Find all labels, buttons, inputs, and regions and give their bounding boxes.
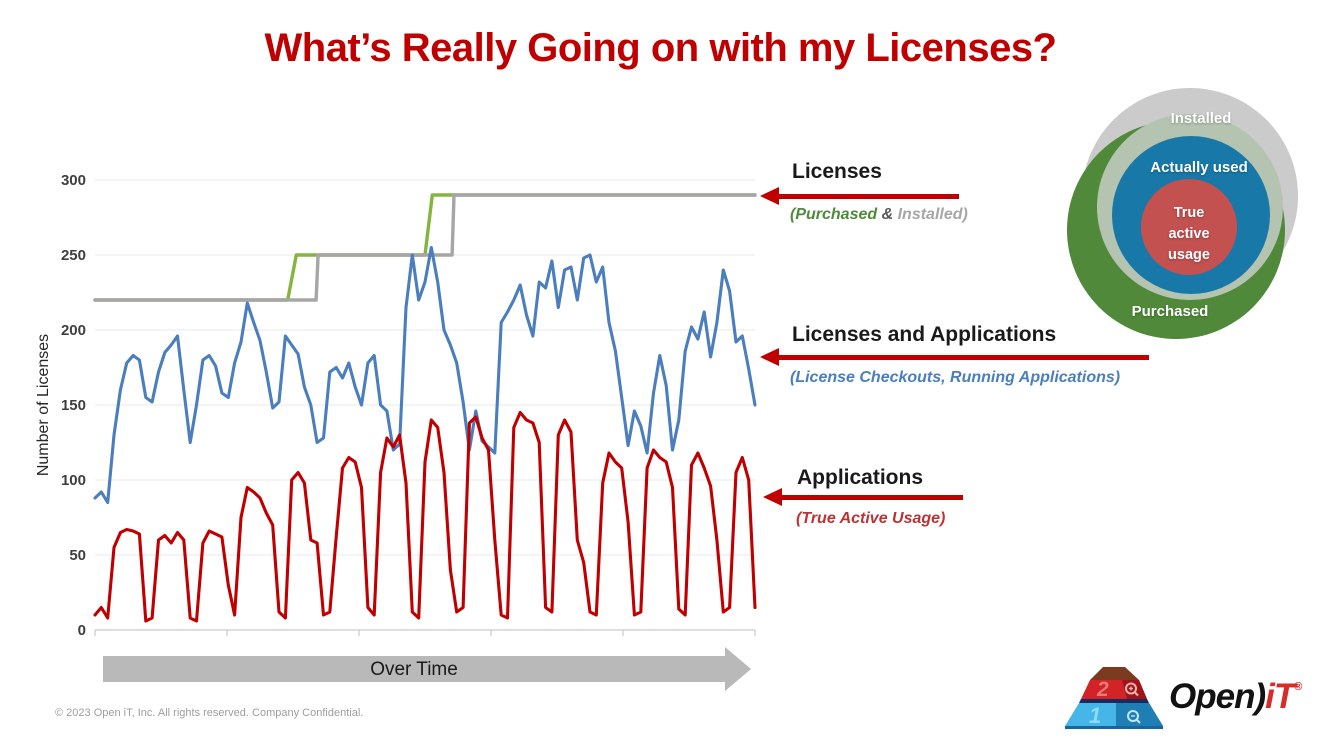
annotation-licenses-sub: (Purchased & Installed) bbox=[790, 206, 968, 224]
y-axis-tick-labels: 0 50 100 150 200 250 300 bbox=[61, 172, 86, 639]
svg-text:300: 300 bbox=[61, 172, 86, 189]
annotation-applications-title: Applications bbox=[797, 466, 924, 489]
x-axis-label: Over Time bbox=[370, 659, 458, 680]
svg-text:100: 100 bbox=[61, 472, 86, 489]
svg-text:250: 250 bbox=[61, 247, 86, 264]
svg-text:2: 2 bbox=[1096, 678, 1109, 701]
zoom-in-icon bbox=[1125, 682, 1139, 697]
chart-series-lines bbox=[93, 193, 757, 623]
sub-ampersand-text: & bbox=[877, 206, 898, 223]
registered-mark: ® bbox=[1294, 681, 1302, 693]
openit-logo: 2 1 Open)iT® bbox=[1063, 659, 1313, 733]
svg-text:0: 0 bbox=[78, 622, 86, 639]
page-title: What’s Really Going on with my Licenses? bbox=[264, 26, 1058, 70]
chart-canvas: 0 50 100 150 200 250 300 Number of Licenses bbox=[35, 172, 757, 639]
true-active-usage-label: True active usage bbox=[1168, 205, 1210, 264]
logo-open-text: Open) bbox=[1169, 677, 1266, 716]
left-arrow-icon bbox=[760, 187, 959, 205]
annotation-licenses-apps-sub: (License Checkouts, Running Applications… bbox=[790, 369, 1121, 386]
svg-text:1: 1 bbox=[1089, 703, 1101, 728]
annotation-licenses-apps-title: Licenses and Applications bbox=[792, 323, 1057, 346]
left-arrow-icon bbox=[760, 348, 1149, 366]
logo-it-text: iT bbox=[1265, 677, 1295, 716]
over-time-arrow-head-icon bbox=[725, 647, 751, 691]
y-axis-label: Number of Licenses bbox=[35, 334, 52, 476]
annotation-applications-sub: (True Active Usage) bbox=[796, 510, 946, 527]
svg-text:150: 150 bbox=[61, 397, 86, 414]
keycap-pyramid-icon: 2 1 bbox=[1065, 667, 1163, 729]
purchased-label: Purchased bbox=[1131, 303, 1209, 320]
true-active-usage-circle bbox=[1141, 179, 1237, 275]
zoom-out-icon bbox=[1127, 710, 1141, 724]
over-time-arrow-bar bbox=[103, 656, 725, 682]
sub-purchased-text: (Purchased bbox=[790, 206, 878, 223]
sub-installed-text: Installed) bbox=[897, 206, 968, 223]
installed-label: Installed bbox=[1170, 110, 1232, 127]
license-usage-chart: 0 50 100 150 200 250 300 Number of Licenses bbox=[30, 150, 770, 655]
left-arrow-icon bbox=[763, 488, 963, 506]
svg-text:200: 200 bbox=[61, 322, 86, 339]
actually-used-label: Actually used bbox=[1150, 159, 1248, 176]
annotation-licenses-title: Licenses bbox=[792, 160, 882, 183]
copyright-text: © 2023 Open iT, Inc. All rights reserved… bbox=[55, 707, 364, 719]
openit-wordmark: Open)iT® bbox=[1169, 677, 1302, 717]
svg-text:50: 50 bbox=[69, 547, 86, 564]
